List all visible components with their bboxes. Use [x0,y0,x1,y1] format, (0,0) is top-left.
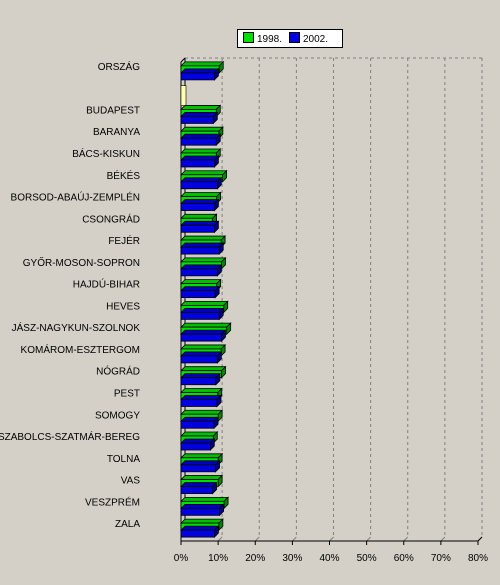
bar-2002 [180,155,220,168]
x-axis-depth [477,536,483,542]
category-label: BÉKÉS [107,169,141,182]
category-label: TOLNA [107,454,140,465]
category-label: JÁSZ-NAGYKUN-SZOLNOK [12,321,141,334]
bar-2002 [180,438,216,451]
legend-item-2002: 2002. [289,32,328,46]
gridline-floor [292,536,297,542]
bar-2002 [180,111,219,125]
category-label: SOMOGY [95,410,140,421]
gridline-floor [329,536,334,542]
x-tick-label: 70% [431,553,451,564]
category-label: BORSOD-ABAÚJ-ZEMPLÉN [11,191,140,204]
legend-label-2002: 2002. [303,34,329,45]
bar-2002 [180,350,223,364]
x-tick-label: 40% [319,553,339,564]
legend-swatch-1998 [243,32,254,43]
gridline-floor [254,536,260,542]
bars [180,60,232,539]
legend-label-1998: 1998. [257,34,283,45]
bar-2002 [180,459,221,473]
bar-2002 [180,372,221,386]
bar-2002 [180,394,222,408]
bar-2002 [180,503,225,517]
legend-swatch-2002 [289,32,300,43]
bar-2002 [180,242,225,256]
category-label: SZABOLCS-SZATMÁR-BEREG [0,430,140,443]
gridline-floor [366,536,371,542]
category-label: PEST [114,388,140,399]
category-label: HEVES [106,301,140,312]
bar-2002 [180,133,222,147]
legend-item-1998: 1998. [243,32,282,46]
bar-2002 [180,307,225,321]
category-label: VAS [121,476,141,487]
gridline-floor [403,536,409,542]
bar-2002 [180,329,227,343]
category-label: CSONGRÁD [82,212,140,225]
bar-2002 [180,285,221,299]
x-tick-label: 80% [468,553,488,564]
category-label: HAJDÚ-BIHAR [73,278,140,291]
category-label: GYŐR-MOSON-SOPRON [23,255,140,269]
gridline-floor [217,536,223,542]
category-label: NÓGRÁD [96,365,140,378]
bar-2002 [180,198,220,212]
category-label: BUDAPEST [86,105,140,116]
category-label: FEJÉR [108,234,140,247]
category-label: KOMÁROM-ESZTERGOM [21,343,140,356]
x-tick-label: 20% [245,553,265,564]
bar-2002 [180,176,223,190]
category-label: BÁCS-KISKUN [72,147,140,160]
bar-2002 [180,416,220,430]
category-labels: ORSZÁG BUDAPEST BARANYA BÁCS-KISKUN BÉKÉS BOR… [0,60,140,530]
bar-2002 [180,220,220,234]
x-tick-label: 60% [394,553,414,564]
x-tick-label: 50% [357,553,377,564]
category-label: VESZPRÉM [85,495,140,508]
bar-2002 [180,67,220,81]
gridline-floor [440,536,446,542]
x-tick-label: 30% [282,553,302,564]
category-label: ZALA [115,519,140,530]
separator-bar [180,85,187,106]
x-tick-label: 0% [174,553,189,564]
gridlines [185,57,483,542]
y-axis-depth [180,57,186,63]
x-tick-labels: 0% 10% 20% 30% 40% 50% 60% 70% 80% [174,553,488,564]
legend: 1998. 2002. [237,29,343,48]
bar-2002 [180,481,218,495]
category-label: ORSZÁG [98,60,140,73]
x-tick-label: 10% [208,553,228,564]
bar-2002 [180,263,223,277]
category-label: BARANYA [93,127,140,138]
bar-2002 [180,525,220,539]
